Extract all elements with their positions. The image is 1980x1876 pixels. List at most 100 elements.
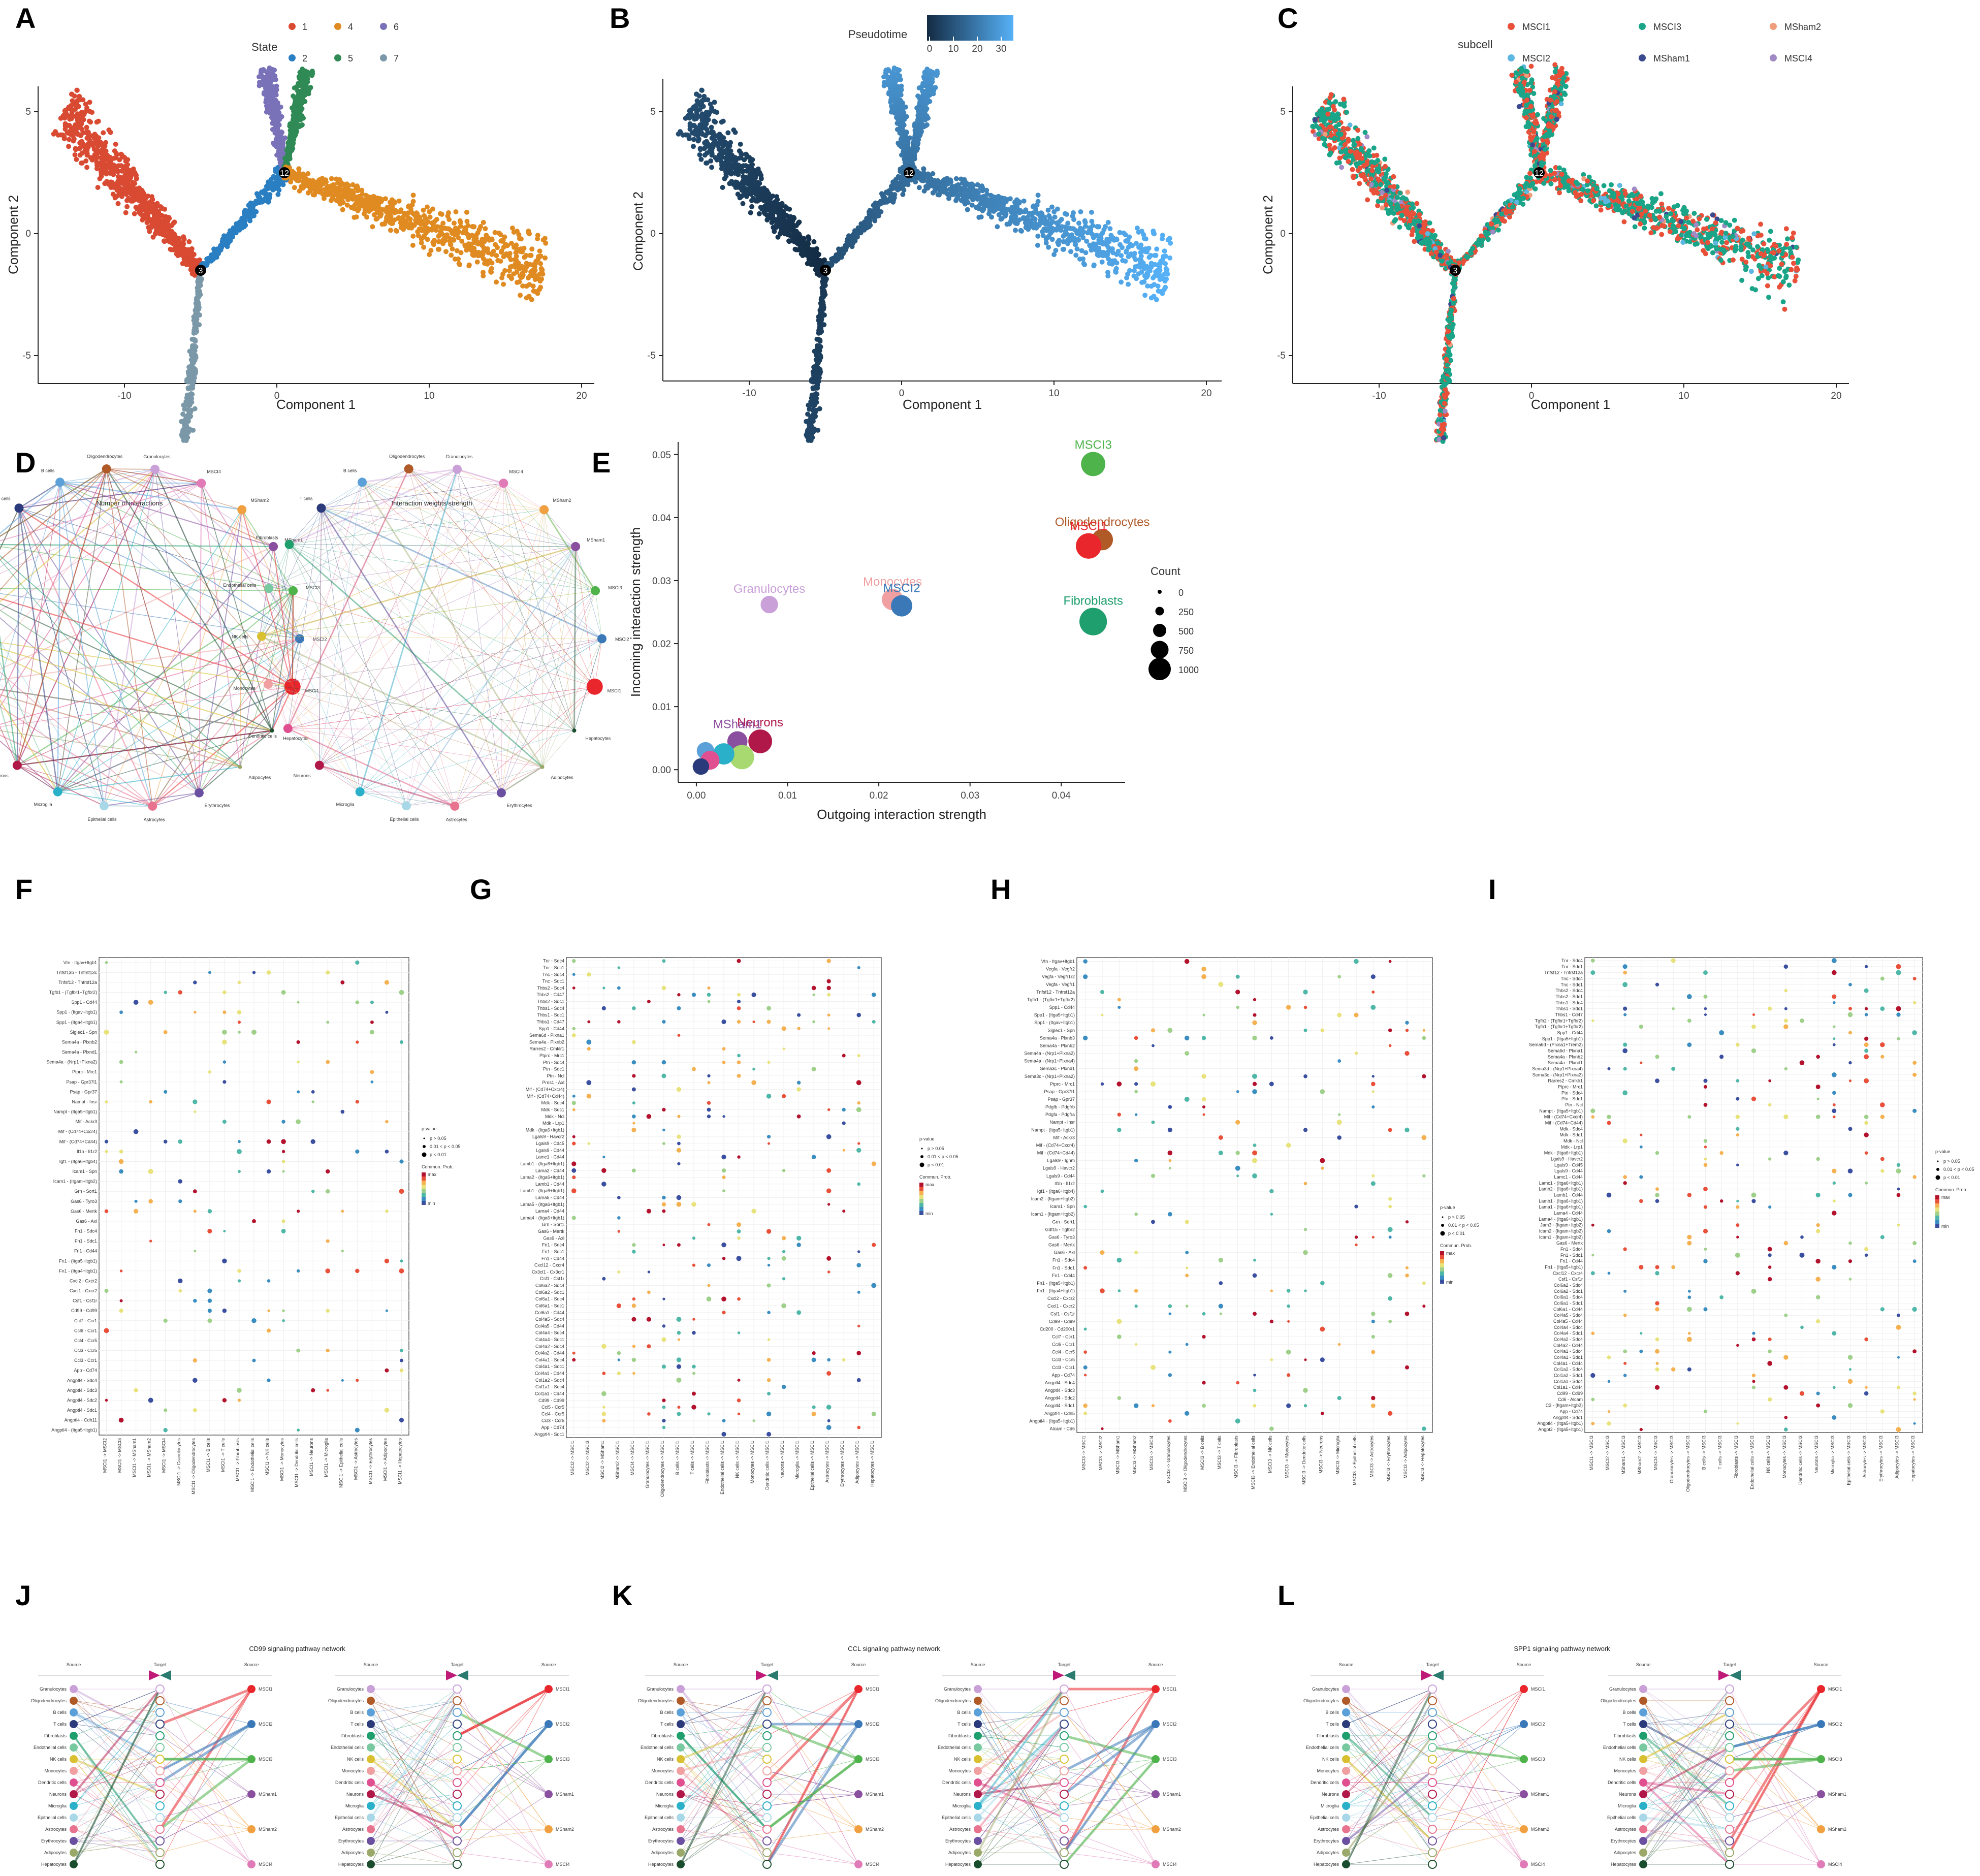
cell-point [528,252,534,258]
cell-point [195,313,200,319]
cell-point [469,241,474,247]
cell-point [1043,236,1049,242]
cell-point [1083,250,1089,256]
cell-point [1043,221,1048,227]
cell-point [723,174,729,179]
cell-point [307,178,313,184]
colorbar-tick-label: 10 [948,44,959,54]
cell-point [169,223,174,229]
cell-point [523,252,529,258]
cell-point [124,191,129,197]
cell-point [88,155,93,161]
cell-point [370,224,375,230]
panel-letter-b: B [610,2,630,34]
cell-point [805,431,811,436]
cell-point [921,170,927,176]
cell-point [498,232,503,237]
cell-point [293,99,298,104]
cell-point [309,73,314,78]
cell-point [101,130,106,136]
cell-point [1016,199,1022,205]
legend-swatch [334,23,341,30]
cell-point [481,245,487,250]
cell-point [259,189,264,195]
cell-point [529,246,535,252]
cell-point [221,241,227,246]
cell-point [1000,203,1006,209]
cell-point [1045,207,1051,213]
cell-point [165,218,171,224]
trajectory-cells-subcell: 312 [1310,62,1801,444]
y-tick-label: 0 [650,229,656,239]
cell-point [481,219,486,225]
cell-point [489,236,495,242]
cell-point [253,199,259,204]
cell-point [737,155,742,161]
panel-letter-a: A [15,2,36,34]
panel-letter-i: I [1488,873,1496,905]
cell-point [1077,257,1082,262]
cell-point [157,222,163,228]
cell-point [1144,249,1150,255]
cell-point [967,182,973,188]
cell-point [1089,209,1094,215]
panel-letter-f: F [15,873,33,905]
cell-point [124,204,130,209]
cell-point [537,248,542,254]
cell-point [1158,259,1164,264]
cell-point [709,152,715,158]
cell-point [890,179,896,185]
cell-point [1046,213,1052,218]
cell-point [211,253,217,259]
cell-point [1162,248,1167,254]
cell-point [498,238,504,244]
cell-point [743,163,749,169]
cell-point [452,220,457,226]
cell-point [284,155,290,161]
cell-point [189,249,194,255]
cell-point [121,177,127,182]
branch-node-label: 3 [199,267,203,275]
cell-point [84,136,90,141]
cell-point [374,210,380,215]
cell-point [342,187,347,193]
cell-point [502,268,507,273]
cell-point [728,140,733,145]
cell-point [819,313,824,319]
cell-point [726,163,731,169]
cell-point [888,92,894,98]
cell-point [118,163,124,169]
cell-point [494,253,499,259]
cell-point [84,124,89,130]
cell-point [184,378,189,384]
cell-point [179,240,184,246]
cell-point [354,198,360,204]
cell-point [265,193,270,198]
cell-point [51,131,56,137]
cell-point [501,244,506,250]
cell-point [697,147,703,152]
cell-point [815,350,820,356]
cell-point [489,251,495,257]
cell-point [762,194,768,199]
cell-point [122,173,128,178]
cell-point [112,155,117,161]
cell-point [132,181,138,186]
cell-point [146,225,151,230]
cell-point [719,166,724,171]
cell-point [526,275,531,281]
cell-point [965,207,970,212]
cell-point [813,386,818,391]
cell-point [332,185,338,190]
cell-point [118,151,124,157]
cell-point [190,427,196,433]
cell-point [367,199,372,205]
cell-point [330,194,336,200]
cell-point [183,402,189,408]
cell-point [410,233,416,239]
cell-point [1090,223,1096,229]
cell-point [301,77,306,82]
cell-point [1004,197,1010,202]
cell-point [740,169,745,174]
cell-point [112,148,117,154]
